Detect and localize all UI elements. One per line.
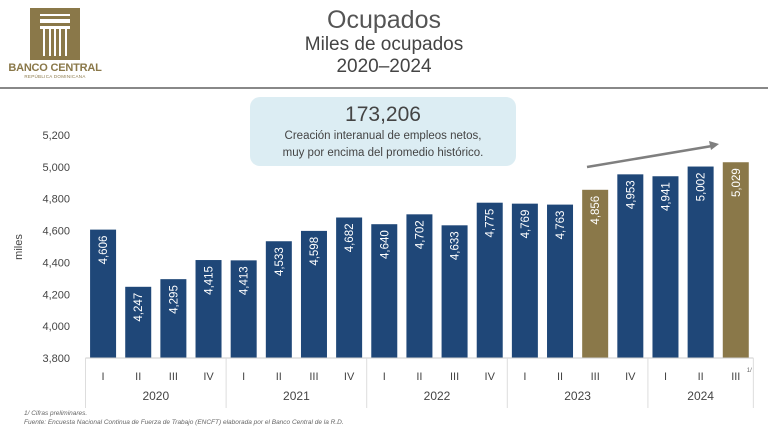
- bar: [406, 214, 433, 358]
- data-label: 4,769: [520, 210, 532, 239]
- bar: [582, 189, 609, 358]
- category-label: IV: [203, 371, 214, 383]
- y-tick-label: 4,200: [42, 289, 70, 301]
- bar: [687, 166, 714, 358]
- page-title: Ocupados: [327, 6, 441, 34]
- bar: [90, 229, 117, 358]
- column-building-icon: [30, 8, 80, 60]
- y-axis-label: miles: [13, 234, 25, 260]
- bar: [300, 230, 327, 358]
- category-label: IV: [344, 371, 355, 383]
- data-label: 4,413: [239, 266, 251, 295]
- trend-arrow-line: [586, 144, 713, 169]
- category-label: II: [698, 371, 704, 383]
- y-tick-label: 4,000: [42, 321, 70, 333]
- bar: [722, 162, 749, 358]
- bar: [195, 260, 222, 358]
- category-label: IV: [625, 371, 636, 383]
- data-label: 4,702: [414, 220, 426, 249]
- callout-text-1: Creación interanual de empleos netos,: [284, 130, 482, 142]
- bar: [652, 176, 679, 358]
- category-label: III: [450, 371, 459, 383]
- footnote-marker: 1/: [747, 368, 752, 374]
- bar: [547, 204, 574, 358]
- category-label: III: [591, 371, 600, 383]
- data-label: 4,856: [590, 196, 602, 225]
- page-subtitle: Miles de ocupados: [304, 34, 464, 55]
- category-label: IV: [485, 371, 496, 383]
- bar: [371, 224, 398, 358]
- data-label: 4,763: [555, 211, 567, 240]
- data-label: 4,247: [133, 293, 145, 322]
- data-label: 4,598: [309, 237, 321, 266]
- period-label: 2020–2024: [336, 56, 432, 77]
- header-divider: [0, 87, 768, 89]
- category-label: I: [242, 371, 245, 383]
- callout-value: 173,206: [345, 103, 421, 126]
- category-label: II: [416, 371, 422, 383]
- y-tick-label: 5,200: [42, 130, 70, 142]
- category-label: II: [276, 371, 282, 383]
- y-tick-label: 3,800: [42, 353, 70, 365]
- year-label: 2021: [283, 389, 310, 403]
- footnote-preliminary: 1/ Cifras preliminares.: [24, 410, 88, 417]
- bar: [125, 286, 152, 358]
- category-label: I: [523, 371, 526, 383]
- category-label: I: [664, 371, 667, 383]
- bar: [230, 260, 257, 358]
- category-label: III: [169, 371, 178, 383]
- year-label: 2023: [564, 389, 591, 403]
- category-label: II: [135, 371, 141, 383]
- data-label: 4,682: [344, 224, 356, 253]
- data-label: 4,295: [168, 285, 180, 314]
- y-tick-label: 4,600: [42, 226, 70, 238]
- category-label: III: [309, 371, 318, 383]
- bar: [476, 202, 503, 358]
- bar: [511, 203, 538, 358]
- data-label: 4,415: [204, 266, 216, 295]
- year-label: 2024: [687, 389, 714, 403]
- y-tick-label: 4,800: [42, 194, 70, 206]
- data-label: 4,633: [450, 231, 462, 260]
- bar: [265, 241, 292, 358]
- data-label: 5,002: [696, 173, 708, 202]
- bar: [160, 279, 187, 358]
- banco-central-logo: BANCO CENTRAL REPÚBLICA DOMINICANA: [0, 8, 110, 79]
- data-label: 4,775: [485, 209, 497, 238]
- logo-name: BANCO CENTRAL: [8, 62, 102, 74]
- data-label: 4,606: [98, 236, 110, 265]
- data-label: 4,640: [379, 230, 391, 259]
- category-label: I: [102, 371, 105, 383]
- y-tick-label: 5,000: [42, 162, 70, 174]
- category-label: I: [383, 371, 386, 383]
- category-label: III: [731, 371, 740, 383]
- data-label: 4,533: [274, 247, 286, 276]
- data-label: 4,941: [660, 182, 672, 211]
- bar: [617, 174, 644, 358]
- bar: [336, 217, 363, 358]
- callout-text-2: muy por encima del promedio histórico.: [282, 147, 484, 159]
- bar: [441, 225, 468, 358]
- year-label: 2020: [142, 389, 169, 403]
- y-tick-label: 4,400: [42, 257, 70, 269]
- data-label: 4,953: [625, 180, 637, 209]
- year-label: 2022: [424, 389, 451, 403]
- footnote-source: Fuente: Encuesta Nacional Continua de Fu…: [24, 419, 344, 426]
- category-label: II: [557, 371, 563, 383]
- logo-subtitle: REPÚBLICA DOMINICANA: [24, 74, 86, 79]
- callout-box: 173,206 Creación interanual de empleos n…: [250, 97, 516, 166]
- trend-arrow-head: [709, 141, 719, 150]
- data-label: 5,029: [731, 168, 743, 197]
